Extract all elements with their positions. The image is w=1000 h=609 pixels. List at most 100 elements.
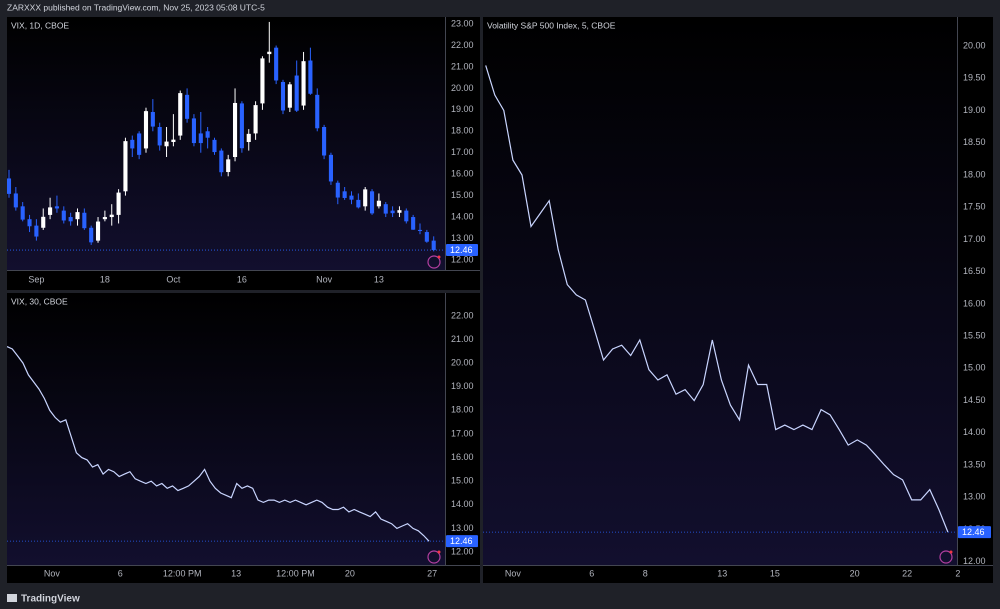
y-tick-label: 22.00 bbox=[451, 310, 474, 320]
candle-body bbox=[280, 81, 286, 111]
candle-body bbox=[68, 217, 73, 222]
y-tick-label: 14.50 bbox=[963, 395, 986, 405]
y-tick-label: 17.00 bbox=[963, 234, 986, 244]
x-tick-label: Nov bbox=[44, 568, 61, 578]
y-tick-label: 18.50 bbox=[963, 137, 986, 147]
candle-body bbox=[349, 195, 354, 200]
candle-body bbox=[191, 118, 196, 144]
candle-body bbox=[7, 178, 12, 194]
candle-body bbox=[342, 191, 347, 198]
candle-body bbox=[95, 221, 101, 241]
x-axis-labels: Nov 6 12:00 PM 13 12:00 PM 20 27 bbox=[44, 568, 437, 578]
x-tick-label: 20 bbox=[345, 568, 355, 578]
candle-body bbox=[335, 182, 340, 198]
candle-body bbox=[404, 210, 409, 222]
candle-body bbox=[322, 126, 327, 156]
logo bbox=[7, 594, 17, 602]
candle-body bbox=[102, 217, 107, 220]
candle-body bbox=[397, 210, 402, 213]
x-axis-labels: Nov 6 8 13 15 20 22 2 bbox=[505, 568, 961, 578]
y-tick-label: 12.00 bbox=[963, 556, 986, 566]
candle-body bbox=[137, 133, 142, 155]
x-tick-label: 27 bbox=[427, 568, 437, 578]
candle-body bbox=[219, 150, 224, 173]
y-tick-label: 22.00 bbox=[451, 40, 474, 50]
alert-dot bbox=[437, 550, 441, 554]
x-tick-label: 18 bbox=[100, 274, 110, 284]
candle-body bbox=[253, 105, 258, 134]
candle-body bbox=[75, 212, 80, 220]
candle-body bbox=[239, 103, 244, 149]
y-tick-label: 13.00 bbox=[451, 523, 474, 533]
y-tick-label: 14.00 bbox=[963, 427, 986, 437]
candle-body bbox=[109, 214, 114, 218]
candle-body bbox=[185, 94, 190, 119]
candle-body bbox=[246, 133, 251, 142]
last-price-label: 12.46 bbox=[962, 527, 985, 537]
y-tick-label: 23.00 bbox=[451, 18, 474, 28]
footer: TradingView bbox=[21, 594, 80, 605]
y-tick-label: 13.00 bbox=[451, 233, 474, 243]
time-axis bbox=[7, 565, 480, 583]
alert-icon bbox=[939, 550, 953, 564]
y-tick-label: 18.00 bbox=[963, 169, 986, 179]
price-axis bbox=[445, 293, 480, 565]
x-tick-label: 13 bbox=[374, 274, 384, 284]
chart-title: Volatility S&P 500 Index, 5, CBOE bbox=[487, 20, 616, 30]
candle-body bbox=[89, 227, 94, 243]
x-tick-label: 20 bbox=[850, 568, 860, 578]
y-tick-label: 17.50 bbox=[963, 202, 986, 212]
y-tick-label: 15.50 bbox=[963, 331, 986, 341]
candle-body bbox=[424, 232, 429, 242]
candle-body bbox=[41, 216, 46, 228]
x-tick-label: Sep bbox=[28, 274, 44, 284]
candle-body bbox=[61, 210, 66, 221]
candle-body bbox=[171, 139, 176, 142]
y-tick-label: 20.00 bbox=[451, 358, 474, 368]
candle-body bbox=[82, 212, 87, 229]
candle-body bbox=[54, 206, 59, 209]
y-tick-label: 21.00 bbox=[451, 61, 474, 71]
last-price-label: 12.46 bbox=[450, 245, 473, 255]
y-tick-label: 12.00 bbox=[451, 254, 474, 264]
alert-dot bbox=[437, 255, 441, 259]
candle-body bbox=[226, 159, 231, 173]
x-tick-label: 22 bbox=[902, 568, 912, 578]
y-tick-label: 12.00 bbox=[451, 546, 474, 556]
candle-body bbox=[411, 217, 416, 230]
candle-body bbox=[164, 141, 169, 147]
candle-body bbox=[417, 229, 423, 231]
candle-body bbox=[157, 126, 162, 146]
chart-panel: VIX, 1D, CBOE 12.00 13.00 14.00 15.00 16.00 17… bbox=[7, 17, 480, 290]
candle-body bbox=[123, 141, 128, 192]
y-tick-label: 15.00 bbox=[451, 476, 474, 486]
y-tick-label: 16.00 bbox=[451, 169, 474, 179]
y-tick-label: 19.00 bbox=[451, 104, 474, 114]
chart-panel: Volatility S&P 500 Index, 5, CBOE 12.00 12… bbox=[483, 17, 993, 583]
candle-body bbox=[356, 199, 361, 208]
candle-body bbox=[390, 210, 395, 214]
y-tick-label: 19.00 bbox=[963, 105, 986, 115]
candle-body bbox=[130, 139, 135, 149]
candle-body bbox=[315, 94, 320, 129]
candle-body bbox=[431, 240, 436, 251]
plot-background bbox=[7, 17, 445, 270]
y-tick-label: 13.00 bbox=[963, 492, 986, 502]
last-price-label: 12.46 bbox=[450, 536, 473, 546]
plot-area bbox=[7, 346, 430, 542]
time-axis bbox=[483, 565, 993, 583]
y-tick-label: 20.00 bbox=[451, 83, 474, 93]
candle-body bbox=[143, 111, 149, 149]
last-price-box bbox=[958, 526, 991, 539]
chart-panel: VIX, 30, CBOE 12.00 13.00 14.00 15.00 16.00 17… bbox=[7, 293, 480, 583]
plot-area bbox=[485, 65, 949, 533]
price-axis bbox=[957, 17, 993, 565]
candle-body bbox=[48, 207, 53, 215]
plot-background bbox=[7, 293, 445, 565]
y-tick-label: 19.00 bbox=[451, 381, 474, 391]
candle-body bbox=[20, 206, 25, 220]
y-tick-label: 13.50 bbox=[963, 459, 986, 469]
price-axis bbox=[445, 17, 480, 270]
